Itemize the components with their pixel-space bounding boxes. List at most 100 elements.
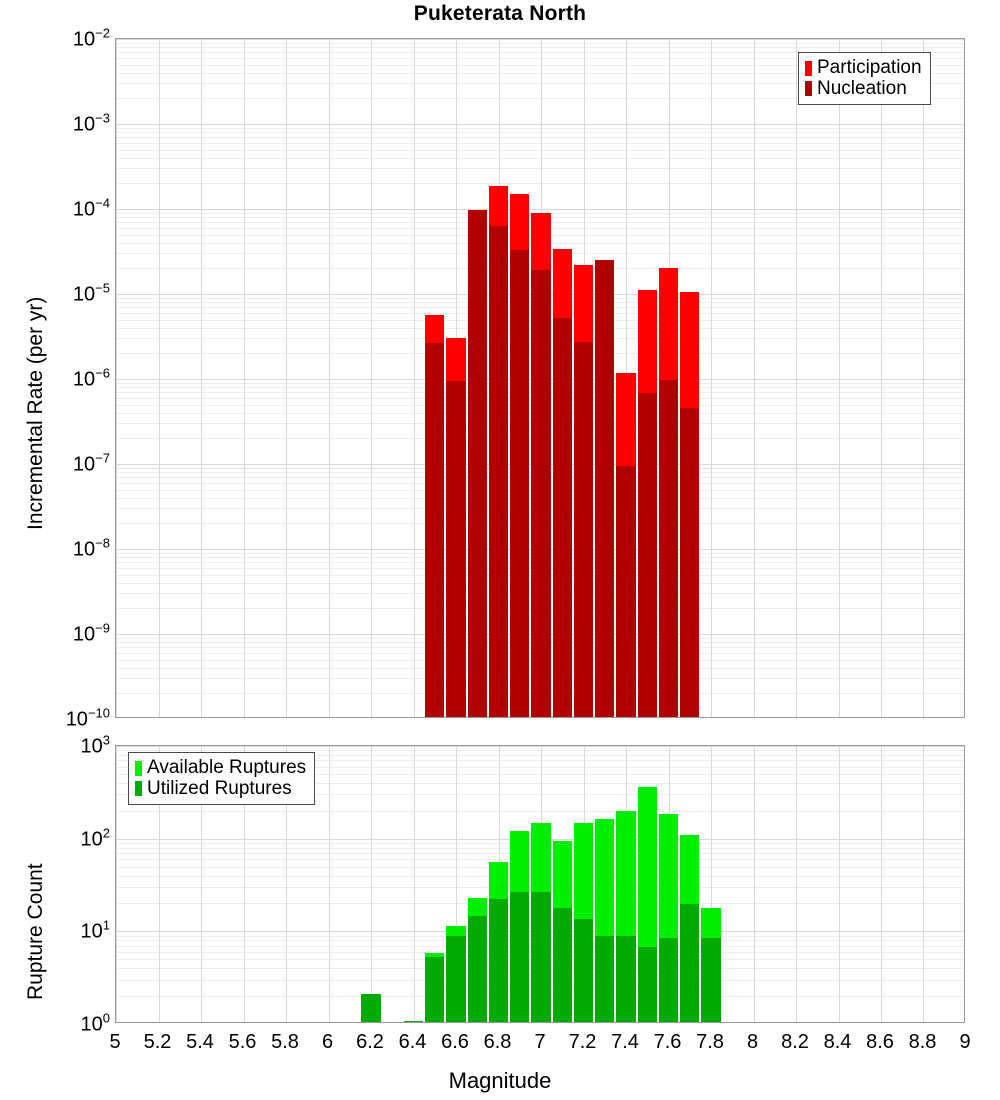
bottom-legend: Available RupturesUtilized Ruptures bbox=[128, 752, 315, 805]
y-tick-label: 100 bbox=[0, 1012, 110, 1035]
y-tick-label: 10−10 bbox=[0, 707, 110, 730]
incremental-rate-chart: Incremental Rate (per yr) 10−2 10−3 10−4 10… bbox=[0, 0, 1000, 730]
x-tick-label: 5.2 bbox=[144, 1031, 172, 1054]
x-tick-label: 6.6 bbox=[441, 1031, 469, 1054]
x-tick-label: 5.8 bbox=[271, 1031, 299, 1054]
bar-utilized-7.7 bbox=[680, 904, 699, 1023]
gridline-vertical bbox=[414, 746, 415, 1022]
top-y-axis-title: Incremental Rate (per yr) bbox=[24, 297, 48, 530]
gridline-vertical bbox=[159, 39, 160, 717]
x-tick-label: 6 bbox=[322, 1031, 333, 1054]
gridline-vertical bbox=[414, 39, 415, 717]
bar-nucleation-6.7 bbox=[468, 210, 487, 717]
gridline-vertical bbox=[923, 39, 924, 717]
x-tick-label: 7.8 bbox=[696, 1031, 724, 1054]
y-tick-label: 10−7 bbox=[0, 452, 110, 475]
y-tick-label: 10−3 bbox=[0, 112, 110, 135]
gridline-vertical bbox=[754, 746, 755, 1022]
legend-swatch-icon bbox=[805, 61, 812, 76]
bar-nucleation-7.5 bbox=[638, 393, 657, 717]
bar-nucleation-7.6 bbox=[659, 380, 678, 717]
gridline-vertical bbox=[923, 746, 924, 1022]
bar-nucleation-6.9 bbox=[510, 250, 529, 717]
legend-label: Nucleation bbox=[817, 79, 907, 100]
gridline-vertical bbox=[116, 39, 117, 717]
gridline-vertical bbox=[796, 39, 797, 717]
bar-nucleation-7.1 bbox=[553, 318, 572, 717]
gridline-vertical bbox=[201, 39, 202, 717]
bar-utilized-6.4 bbox=[404, 1021, 423, 1022]
top-plot-area bbox=[115, 38, 965, 718]
legend-item-participation[interactable]: Participation bbox=[805, 58, 922, 79]
x-axis-title: Magnitude bbox=[0, 1068, 1000, 1094]
gridline-vertical bbox=[329, 39, 330, 717]
legend-label: Available Ruptures bbox=[147, 758, 306, 779]
bar-utilized-6.8 bbox=[489, 899, 508, 1022]
gridline-vertical bbox=[371, 746, 372, 1022]
y-tick-label: 10−5 bbox=[0, 282, 110, 305]
y-tick-label: 10−2 bbox=[0, 27, 110, 50]
y-tick-label: 103 bbox=[0, 734, 110, 757]
gridline-vertical bbox=[286, 39, 287, 717]
bar-utilized-6.2 bbox=[361, 994, 380, 1022]
legend-item-utilized[interactable]: Utilized Ruptures bbox=[135, 779, 306, 800]
legend-item-available[interactable]: Available Ruptures bbox=[135, 758, 306, 779]
rupture-count-chart: Rupture Count 103102101100 Available Rup… bbox=[0, 730, 1000, 1100]
bar-nucleation-7.7 bbox=[680, 408, 699, 717]
gridline-vertical bbox=[839, 39, 840, 717]
legend-swatch-icon bbox=[135, 781, 142, 796]
bar-utilized-6.9 bbox=[510, 892, 529, 1022]
x-tick-label: 8 bbox=[747, 1031, 758, 1054]
legend-label: Utilized Ruptures bbox=[147, 779, 292, 800]
y-tick-label: 10−4 bbox=[0, 197, 110, 220]
x-tick-label: 6.4 bbox=[399, 1031, 427, 1054]
bar-utilized-7.5 bbox=[638, 947, 657, 1022]
legend-label: Participation bbox=[817, 58, 922, 79]
bar-utilized-7.1 bbox=[553, 908, 572, 1022]
x-tick-label: 9 bbox=[959, 1031, 970, 1054]
y-tick-label: 102 bbox=[0, 826, 110, 849]
gridline-vertical bbox=[796, 746, 797, 1022]
bar-utilized-7.4 bbox=[616, 936, 635, 1022]
legend-swatch-icon bbox=[805, 81, 812, 96]
x-tick-label: 8.4 bbox=[824, 1031, 852, 1054]
gridline-vertical bbox=[116, 746, 117, 1022]
x-tick-label: 6.8 bbox=[484, 1031, 512, 1054]
bar-utilized-7 bbox=[531, 892, 550, 1022]
gridline-vertical bbox=[839, 746, 840, 1022]
legend-swatch-icon bbox=[135, 761, 142, 776]
top-legend: ParticipationNucleation bbox=[798, 52, 931, 105]
x-tick-label: 7.2 bbox=[569, 1031, 597, 1054]
bar-utilized-6.7 bbox=[468, 916, 487, 1022]
bar-nucleation-7.2 bbox=[574, 342, 593, 717]
bar-utilized-6.5 bbox=[425, 957, 444, 1022]
bar-nucleation-7.4 bbox=[616, 466, 635, 717]
x-tick-label: 5.4 bbox=[186, 1031, 214, 1054]
x-tick-label: 7.4 bbox=[611, 1031, 639, 1054]
gridline-vertical bbox=[329, 746, 330, 1022]
x-tick-label: 6.2 bbox=[356, 1031, 384, 1054]
bar-utilized-6.6 bbox=[446, 936, 465, 1022]
gridline-vertical bbox=[881, 39, 882, 717]
gridline-vertical bbox=[371, 39, 372, 717]
y-tick-label: 10−9 bbox=[0, 622, 110, 645]
bar-utilized-7.3 bbox=[595, 936, 614, 1022]
x-tick-label: 5 bbox=[109, 1031, 120, 1054]
x-tick-label: 7.6 bbox=[654, 1031, 682, 1054]
gridline-vertical bbox=[711, 39, 712, 717]
x-tick-label: 5.6 bbox=[229, 1031, 257, 1054]
bar-nucleation-7 bbox=[531, 270, 550, 717]
y-tick-label: 101 bbox=[0, 919, 110, 942]
x-tick-label: 8.6 bbox=[866, 1031, 894, 1054]
bar-nucleation-6.5 bbox=[425, 343, 444, 717]
bar-nucleation-6.8 bbox=[489, 226, 508, 717]
legend-item-nucleation[interactable]: Nucleation bbox=[805, 79, 922, 100]
gridline-vertical bbox=[754, 39, 755, 717]
x-tick-label: 7 bbox=[534, 1031, 545, 1054]
gridline-vertical bbox=[244, 39, 245, 717]
y-tick-label: 10−8 bbox=[0, 537, 110, 560]
gridline-vertical bbox=[881, 746, 882, 1022]
bar-nucleation-7.3 bbox=[595, 260, 614, 717]
y-tick-label: 10−6 bbox=[0, 367, 110, 390]
x-tick-label: 8.8 bbox=[909, 1031, 937, 1054]
